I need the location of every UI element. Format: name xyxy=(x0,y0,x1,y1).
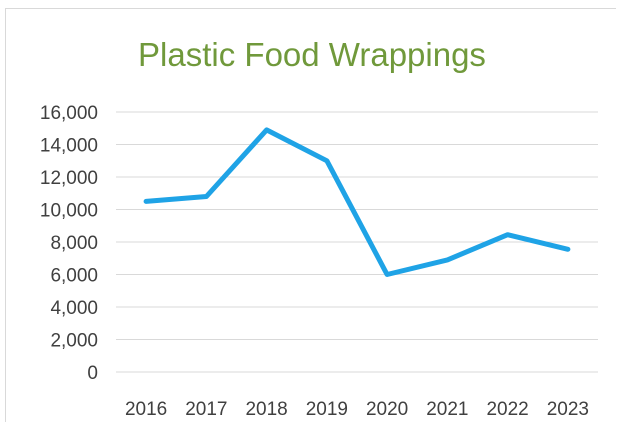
y-tick-label: 0 xyxy=(87,363,98,384)
y-tick-label: 8,000 xyxy=(50,233,98,254)
x-tick-label: 2020 xyxy=(366,399,408,420)
x-tick-label: 2017 xyxy=(185,399,227,420)
y-tick-label: 2,000 xyxy=(50,331,98,352)
series-line xyxy=(143,127,571,277)
chart-frame xyxy=(5,8,616,422)
chart-title: Plastic Food Wrappings xyxy=(138,36,486,73)
x-tick-label: 2018 xyxy=(245,399,287,420)
x-tick-label: 2019 xyxy=(306,399,348,420)
x-tick-label: 2016 xyxy=(125,399,167,420)
x-tick-label: 2022 xyxy=(486,399,528,420)
y-tick-label: 12,000 xyxy=(40,168,98,189)
x-tick-label: 2021 xyxy=(426,399,468,420)
x-tick-label: 2023 xyxy=(547,399,589,420)
y-tick-label: 10,000 xyxy=(40,201,98,222)
y-tick-label: 16,000 xyxy=(40,103,98,124)
y-tick-label: 4,000 xyxy=(50,298,98,319)
y-tick-label: 14,000 xyxy=(40,136,98,157)
y-tick-label: 6,000 xyxy=(50,266,98,287)
